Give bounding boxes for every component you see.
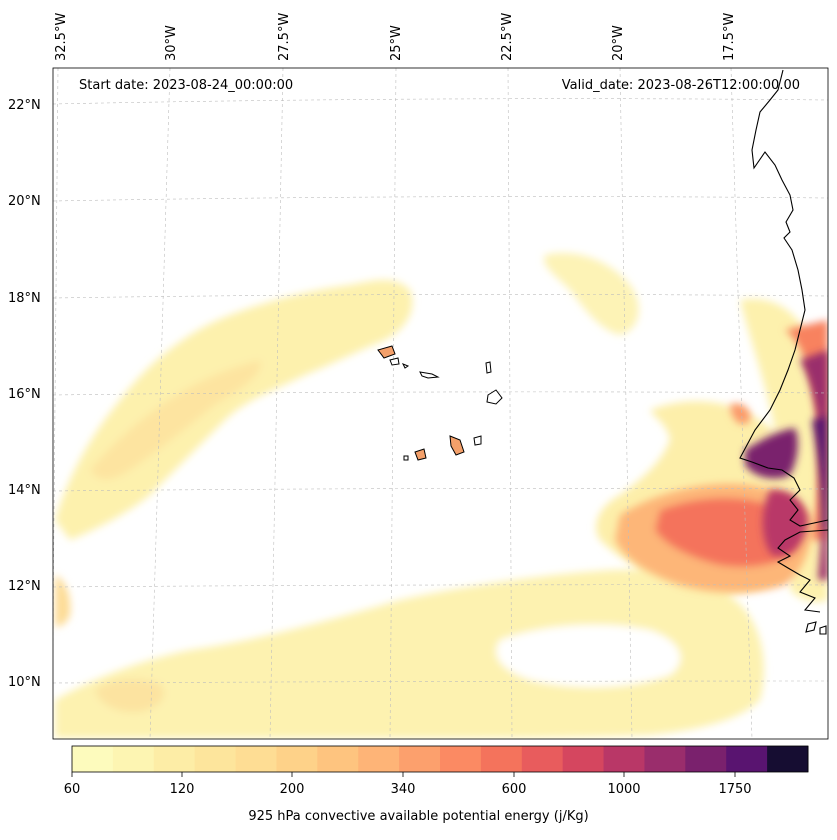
cape-region-west-inner [90,360,261,480]
colorbar-tick-340: 340 [390,782,416,797]
cape-contours-mid [615,320,828,593]
cape-region-guinea-core [762,489,808,556]
cape-contours-high [745,350,828,580]
island-santo-antao [377,345,396,359]
island-santa-luzia [401,363,410,369]
lat-label-14n: 14°N [8,483,41,498]
colorbar-swatch [194,746,237,772]
lon-label-17-5w: 17.5°W [722,12,737,61]
colorbar-swatch [685,746,727,772]
colorbar-swatch [399,746,441,772]
colorbar-swatch [72,746,114,772]
colorbar-tick-1000: 1000 [607,782,641,797]
cape-region-north-strip [544,253,639,335]
lat-label-10n: 10°N [8,675,41,690]
colorbar-swatch [480,746,523,772]
coastline-mauritania-senegal [739,69,828,527]
colorbar-tick-200: 200 [279,782,305,797]
lat-label-12n: 12°N [8,579,41,594]
lon-label-22-5w: 22.5°W [500,12,515,61]
lon-label-30w: 30°W [164,25,179,61]
cape-region-east-core [800,350,828,580]
colorbar-ticks [71,772,736,777]
colorbar-swatch [726,746,768,772]
colorbar-swatch [562,746,605,772]
colorbar-swatch [767,746,809,772]
island-brava [403,455,409,461]
cape-region-south-hole [496,624,681,687]
cape-region-gambia-core [655,498,797,567]
graticule [53,68,828,739]
island-santiago [449,435,465,456]
lon-label-27-5w: 27.5°W [277,12,292,61]
colorbar-swatch [358,746,400,772]
island-fogo [414,448,427,461]
lat-label-18n: 18°N [8,291,41,306]
cape-region-south [55,569,764,738]
map-frame [52,67,829,740]
colorbar-swatch [153,746,196,772]
cape-field [55,253,828,738]
lon-label-32-5w: 32.5°W [54,12,69,61]
cape-region-senegal-core [745,428,798,479]
cape-region-southwest-a [95,679,164,713]
colorbar [72,746,809,772]
lat-label-22n: 22°N [8,98,41,113]
colorbar-title: 925 hPa convective available potential e… [248,809,589,824]
lat-label-20n: 20°N [8,194,41,209]
colorbar-swatch [112,746,155,772]
colorbar-swatch [521,746,564,772]
lat-label-16n: 16°N [8,387,41,402]
island-sal [485,361,492,374]
valid-date-label: Valid_date: 2023-08-26T12:00:00.00 [561,78,800,93]
colorbar-swatch [276,746,318,772]
lon-label-20w: 20°W [611,25,626,61]
coastline [739,69,828,635]
colorbar-tick-60: 60 [63,782,81,797]
start-date-label: Start date: 2023-08-24_00:00:00 [79,78,294,93]
island-boa-vista [486,389,503,405]
coastline-guinea-bissau [776,529,828,613]
cape-verde-islands [377,345,503,461]
cape-region-west [55,280,413,540]
colorbar-tick-1750: 1750 [718,782,752,797]
cape-region-east-max [812,415,828,530]
coastline-bijagos [805,621,827,635]
cape-region-dakar [730,403,751,425]
colorbar-tick-120: 120 [169,782,195,797]
colorbar-swatch [440,746,482,772]
colorbar-tick-600: 600 [501,782,527,797]
island-sao-vicente [389,357,400,366]
colorbar-swatch [644,746,686,772]
lon-label-25w: 25°W [389,25,404,61]
cape-region-edge-west [55,575,71,627]
colorbar-frame [71,745,809,773]
island-sao-nicolau [419,371,440,379]
colorbar-swatch [317,746,359,772]
colorbar-swatch [603,746,645,772]
colorbar-swatch [235,746,277,772]
island-maio [473,435,482,446]
